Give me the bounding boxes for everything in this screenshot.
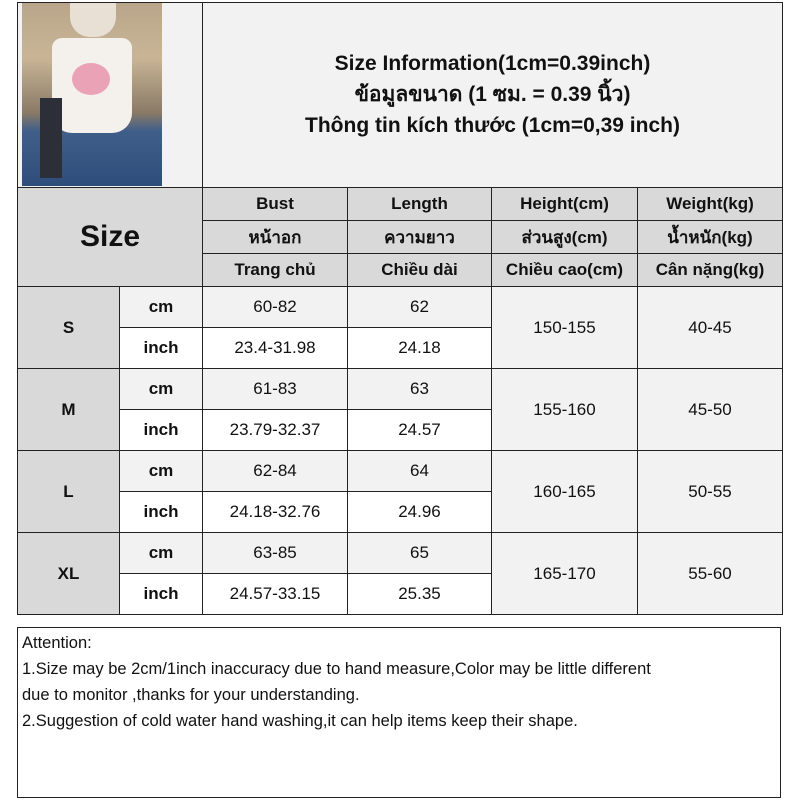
note-line: 1.Size may be 2cm/1inch inaccuracy due t… — [22, 660, 651, 678]
weight-range: 55-60 — [637, 532, 783, 615]
bust-inch: 24.57-33.15 — [202, 573, 348, 615]
length-inch: 25.35 — [347, 573, 492, 615]
height-range: 160-165 — [491, 450, 638, 533]
length-cm: 64 — [347, 450, 492, 492]
bust-inch: 23.79-32.37 — [202, 409, 348, 451]
header-bust-en: Bust — [202, 187, 348, 221]
length-inch: 24.57 — [347, 409, 492, 451]
header-length-en: Length — [347, 187, 492, 221]
photo-face — [70, 3, 116, 37]
header-height-en: Height(cm) — [491, 187, 638, 221]
unit-inch: inch — [119, 491, 203, 533]
bust-cm: 60-82 — [202, 286, 348, 328]
unit-cm: cm — [119, 286, 203, 328]
header-bust-th: หน้าอก — [202, 220, 348, 254]
header-height-vi: Chiều cao(cm) — [491, 253, 638, 287]
size-row-cm: L cm 62-84 64 160-165 50-55 — [17, 450, 783, 533]
length-cm: 65 — [347, 532, 492, 574]
header-length-vi: Chiều dài — [347, 253, 492, 287]
length-cm: 63 — [347, 368, 492, 410]
header-height-th: ส่วนสูง(cm) — [491, 220, 638, 254]
title-english: Size Information(1cm=0.39inch) — [334, 52, 651, 75]
size-info-title: Size Information(1cm=0.39inch) ข้อมูลขนา… — [203, 2, 782, 187]
height-range: 165-170 — [491, 532, 638, 615]
product-photo — [22, 3, 162, 186]
size-label: XL — [17, 532, 120, 615]
size-header: Size — [17, 187, 203, 287]
header-weight-en: Weight(kg) — [637, 187, 783, 221]
bust-inch: 24.18-32.76 — [202, 491, 348, 533]
weight-range: 45-50 — [637, 368, 783, 451]
weight-range: 40-45 — [637, 286, 783, 369]
length-inch: 24.96 — [347, 491, 492, 533]
height-range: 150-155 — [491, 286, 638, 369]
size-row-cm: XL cm 63-85 65 165-170 55-60 — [17, 532, 783, 615]
bust-inch: 23.4-31.98 — [202, 327, 348, 369]
divider — [202, 2, 203, 187]
bust-cm: 61-83 — [202, 368, 348, 410]
unit-inch: inch — [119, 327, 203, 369]
note-line: due to monitor ,thanks for your understa… — [22, 686, 360, 704]
header-length-th: ความยาว — [347, 220, 492, 254]
unit-cm: cm — [119, 532, 203, 574]
weight-range: 50-55 — [637, 450, 783, 533]
notes-heading: Attention: — [22, 634, 92, 652]
header-bust-vi: Trang chủ — [202, 253, 348, 287]
size-label: L — [17, 450, 120, 533]
size-row-inch: inch 24.57-33.15 25.35 — [18, 573, 783, 615]
title-vietnamese: Thông tin kích thước (1cm=0,39 inch) — [305, 114, 680, 137]
bust-cm: 62-84 — [202, 450, 348, 492]
length-cm: 62 — [347, 286, 492, 328]
bust-cm: 63-85 — [202, 532, 348, 574]
size-table: Size Bust Length Height(cm) Weight(kg) ห… — [17, 187, 783, 615]
photo-bag — [40, 98, 62, 178]
size-row-cm: M cm 61-83 63 155-160 45-50 — [17, 368, 783, 451]
length-inch: 24.18 — [347, 327, 492, 369]
unit-cm: cm — [119, 450, 203, 492]
size-label: M — [17, 368, 120, 451]
photo-shirt-print — [72, 63, 110, 95]
attention-notes: Attention: 1.Size may be 2cm/1inch inacc… — [17, 627, 781, 798]
size-label: S — [17, 286, 120, 369]
unit-inch: inch — [119, 573, 203, 615]
unit-cm: cm — [119, 368, 203, 410]
height-range: 155-160 — [491, 368, 638, 451]
size-row-inch: inch 23.79-32.37 24.57 — [18, 409, 783, 451]
header-weight-vi: Cân nặng(kg) — [637, 253, 783, 287]
title-thai: ข้อมูลขนาด (1 ซม. = 0.39 นิ้ว) — [354, 83, 631, 106]
unit-inch: inch — [119, 409, 203, 451]
size-row-cm: S cm 60-82 62 150-155 40-45 — [17, 286, 783, 369]
note-line: 2.Suggestion of cold water hand washing,… — [22, 712, 578, 730]
size-row-inch: inch 23.4-31.98 24.18 — [18, 327, 783, 369]
header-weight-th: น้ำหนัก(kg) — [637, 220, 783, 254]
